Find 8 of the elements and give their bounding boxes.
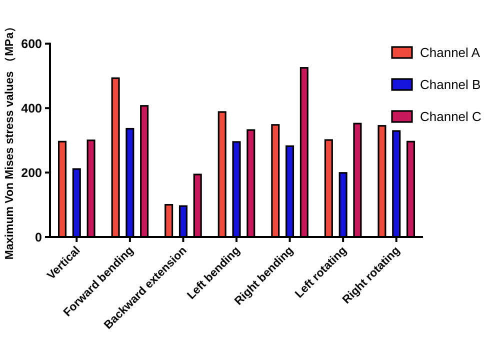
y-axis-title: Maximum Von Mises stress values （MPa） bbox=[4, 20, 16, 260]
legend-label: Channel A bbox=[420, 45, 480, 60]
y-tick-label: 200 bbox=[21, 166, 42, 180]
y-tick-label: 400 bbox=[21, 102, 42, 116]
legend-label: Channel C bbox=[420, 109, 482, 124]
y-tick-label: 0 bbox=[35, 230, 42, 244]
legend-label: Channel B bbox=[420, 77, 481, 92]
y-tick-label: 600 bbox=[21, 37, 42, 52]
